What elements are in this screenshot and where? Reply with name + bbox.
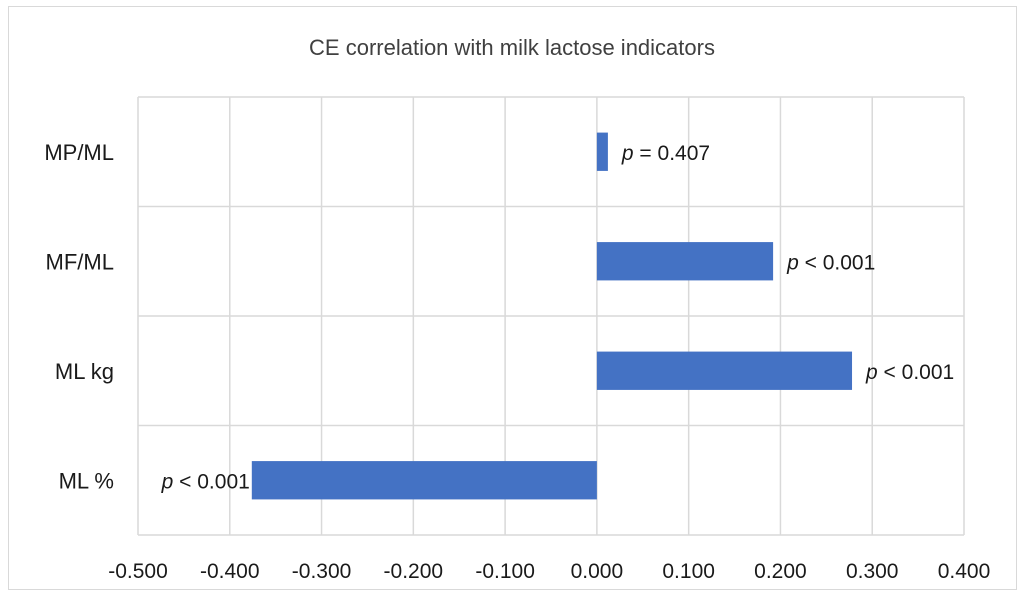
x-tick-label: 0.100 [662, 560, 715, 583]
bar [596, 132, 608, 171]
category-label: MF/ML [46, 249, 114, 274]
data-label: p < 0.001 [786, 251, 875, 274]
x-tick-label: -0.500 [108, 560, 168, 583]
x-tick-label: 0.200 [754, 560, 807, 583]
x-tick-label: 0.000 [571, 560, 624, 583]
data-label: p = 0.407 [621, 142, 710, 165]
category-label: MP/ML [44, 140, 114, 165]
x-tick-label: 0.400 [938, 560, 991, 583]
x-tick-label: -0.200 [384, 560, 444, 583]
bar [596, 242, 774, 281]
x-tick-label: -0.300 [292, 560, 352, 583]
category-label: ML kg [55, 359, 114, 384]
bar [596, 351, 853, 390]
x-tick-label: -0.100 [475, 560, 535, 583]
x-tick-label: -0.400 [200, 560, 260, 583]
category-label: ML % [59, 468, 114, 493]
data-label: p < 0.001 [161, 470, 250, 493]
chart-title: CE correlation with milk lactose indicat… [309, 35, 715, 60]
x-tick-label: 0.300 [846, 560, 899, 583]
data-label: p < 0.001 [865, 361, 954, 384]
bar [251, 461, 597, 500]
